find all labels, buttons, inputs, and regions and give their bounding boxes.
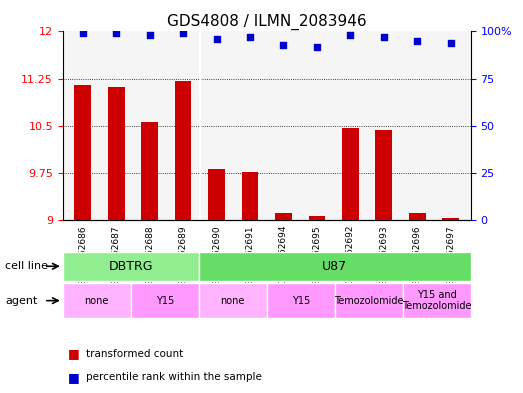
Bar (376, 130, 392, 220)
Point (346, 32, 355, 39)
Point (78, 30, 87, 37)
Text: percentile rank within the sample: percentile rank within the sample (86, 372, 262, 382)
Title: GDS4808 / ILMN_2083946: GDS4808 / ILMN_2083946 (167, 14, 367, 30)
Bar (108, 87, 124, 220)
Bar (74, 85, 91, 220)
Bar (442, 218, 459, 220)
Text: Y15: Y15 (156, 296, 174, 306)
Point (112, 30, 120, 37)
Text: cell line: cell line (5, 261, 48, 271)
Bar (409, 213, 426, 220)
Text: ■: ■ (68, 371, 79, 384)
Point (246, 34, 254, 40)
Text: DBTRG: DBTRG (108, 260, 153, 273)
Text: none: none (221, 296, 245, 306)
Point (413, 38, 422, 44)
Bar (309, 216, 325, 220)
Point (145, 32, 154, 39)
Point (212, 36, 221, 42)
Bar (242, 172, 258, 220)
Text: Y15 and
Temozolomide: Y15 and Temozolomide (402, 290, 471, 311)
Point (447, 40, 455, 46)
Text: transformed count: transformed count (86, 349, 184, 359)
Text: agent: agent (5, 296, 38, 306)
Point (279, 42, 288, 48)
Text: Temozolomide: Temozolomide (334, 296, 403, 306)
Text: Y15: Y15 (292, 296, 310, 306)
Point (179, 30, 187, 37)
Bar (275, 213, 292, 220)
Bar (208, 169, 225, 220)
Text: U87: U87 (322, 260, 347, 273)
Bar (175, 81, 191, 220)
Text: none: none (85, 296, 109, 306)
Text: ■: ■ (68, 347, 79, 360)
Bar (342, 128, 359, 220)
Point (380, 34, 388, 40)
Bar (141, 122, 158, 220)
Point (313, 43, 321, 50)
